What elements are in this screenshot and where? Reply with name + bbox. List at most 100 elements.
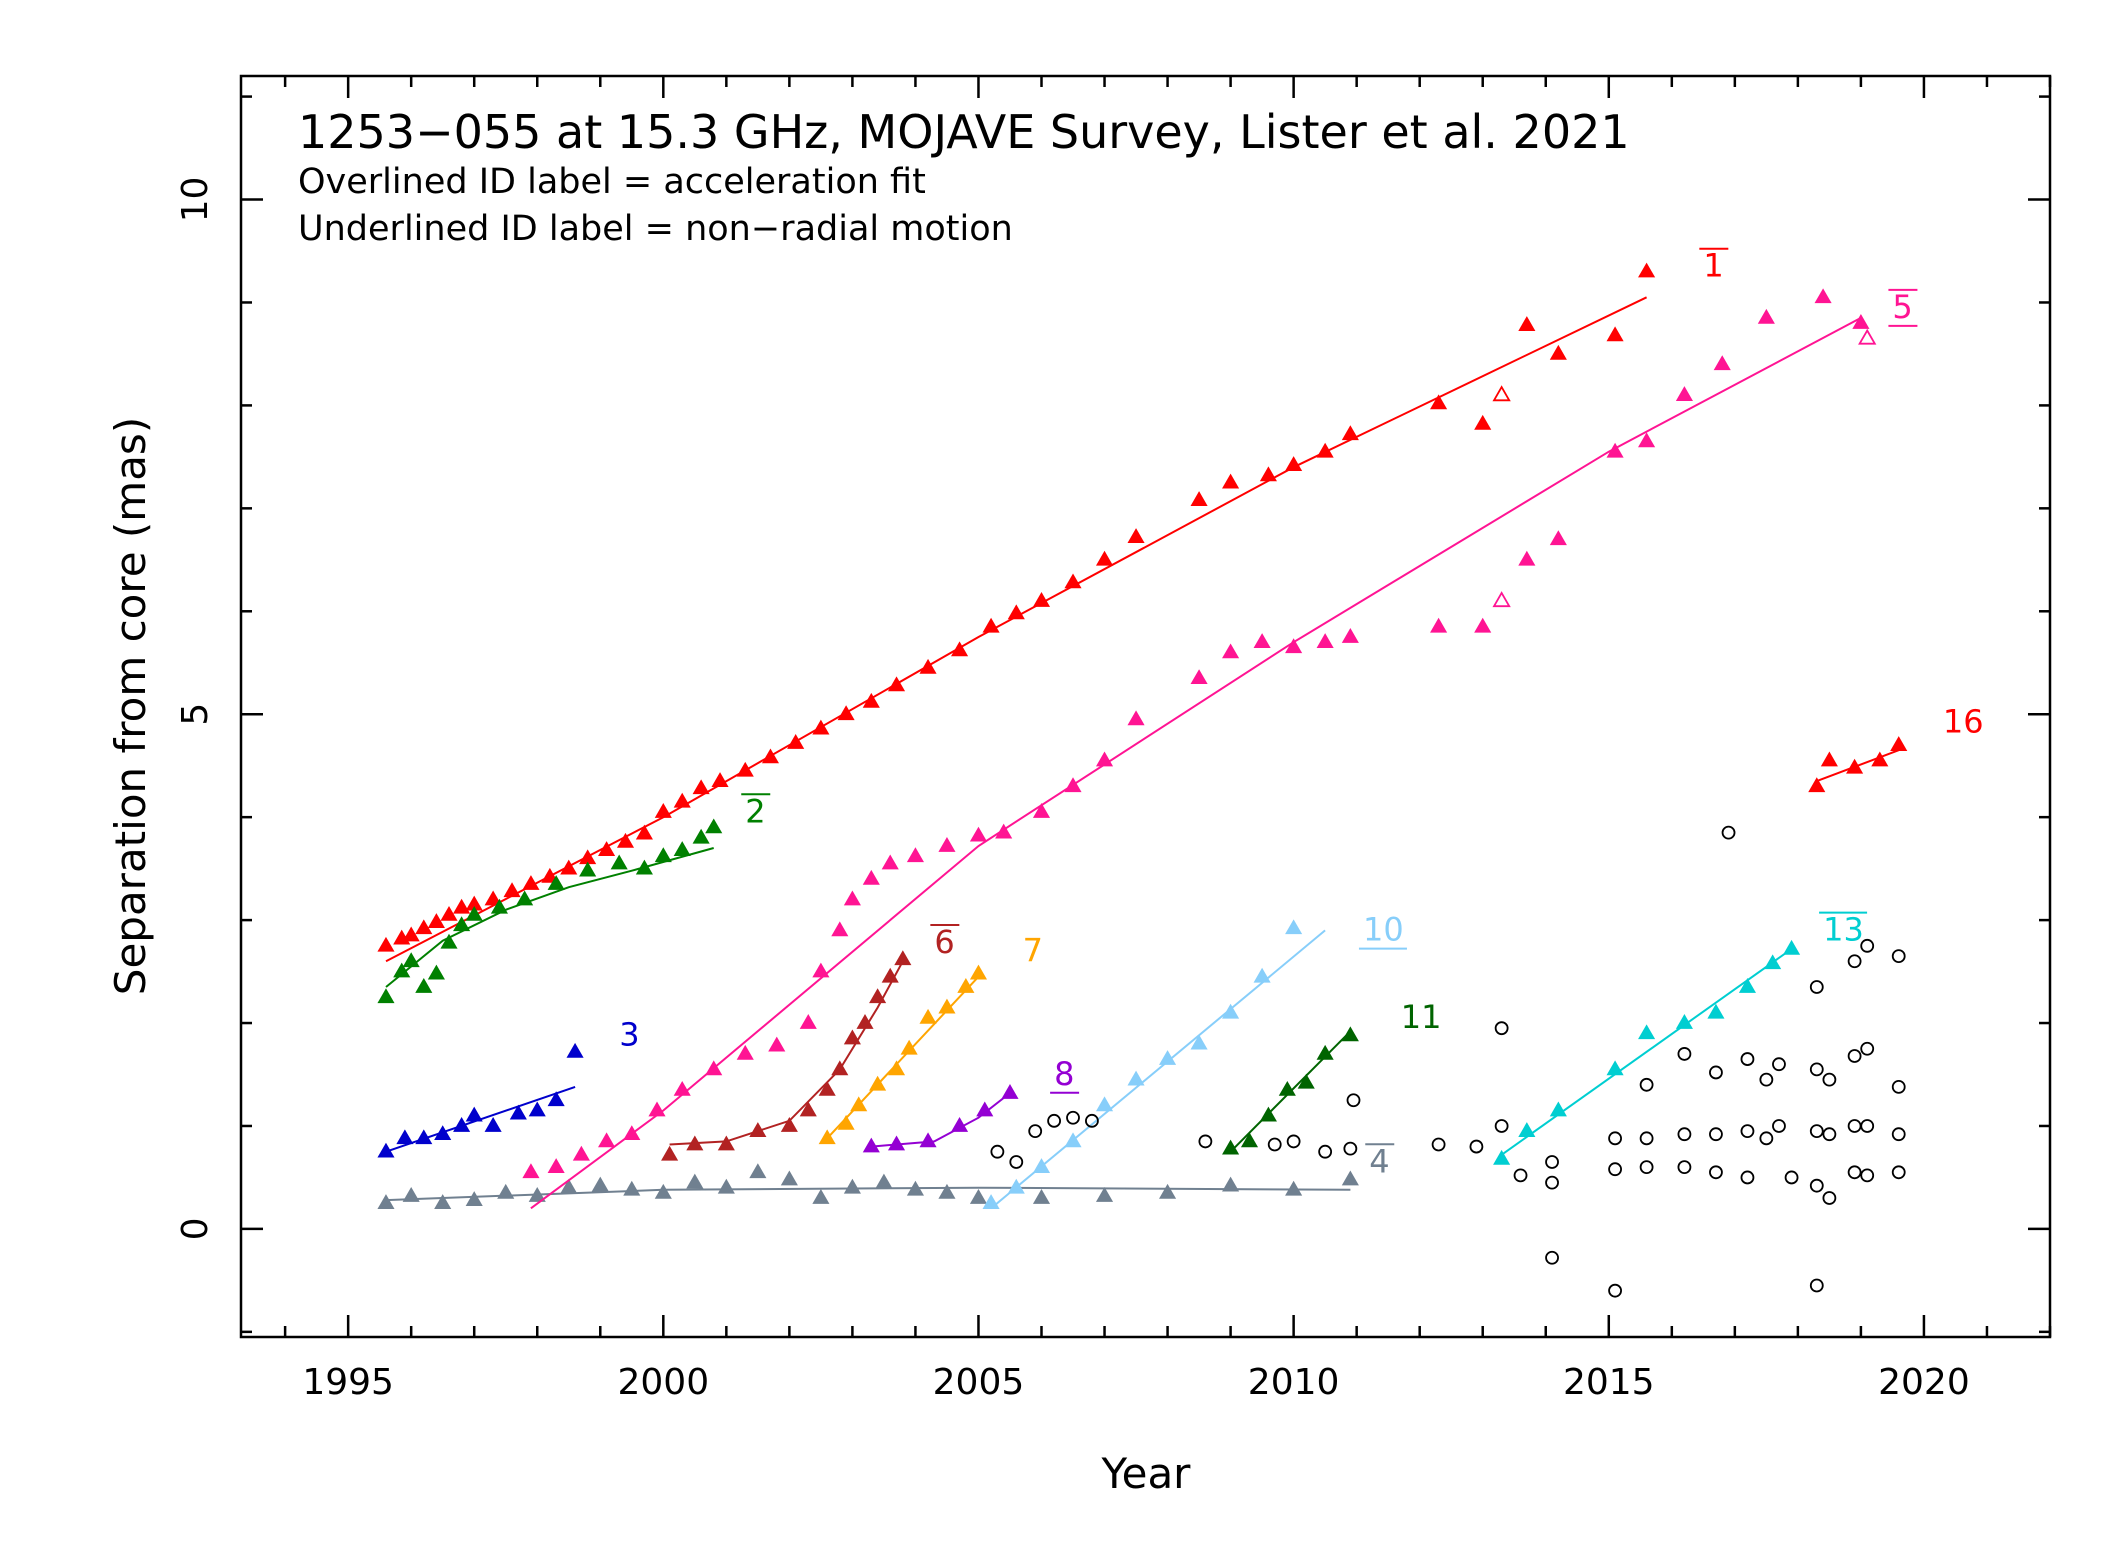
data-point-filled [1222, 643, 1240, 659]
data-point-filled [919, 658, 937, 674]
data-point-filled [717, 1135, 735, 1151]
id-label-1: 1 [1699, 247, 1729, 285]
data-point-filled [862, 869, 880, 885]
data-point-open-circle [1822, 1072, 1837, 1087]
data-point-open-circle [1891, 1079, 1906, 1094]
data-point-filled [812, 1189, 830, 1204]
data-point-open [1492, 385, 1511, 402]
data-point-open-circle [1847, 954, 1862, 969]
data-point-filled [1549, 530, 1567, 546]
id-label-7: 7 [1023, 931, 1043, 969]
data-point-filled [711, 772, 729, 787]
data-point-filled [850, 1096, 868, 1112]
data-point-filled [1259, 1106, 1277, 1122]
series-3 [377, 1042, 584, 1158]
data-point-filled [654, 847, 672, 863]
data-point-filled [1095, 550, 1114, 566]
data-point-filled [415, 978, 433, 993]
data-point-filled [1518, 1122, 1536, 1137]
data-point-filled [1675, 386, 1693, 401]
data-point-open-circle [1677, 1047, 1692, 1061]
chart-subtitle-line-2: Underlined ID label = non−radial motion [298, 209, 1013, 249]
plot-frame [239, 74, 2052, 1339]
data-point-open-circle [1809, 1178, 1824, 1193]
data-point-filled [440, 933, 458, 949]
data-point-filled [648, 1101, 666, 1117]
data-point-open-circle [1809, 1278, 1824, 1293]
data-point-filled [837, 705, 855, 721]
data-point-filled [547, 1158, 565, 1174]
data-point-filled [610, 854, 628, 870]
data-point-filled [881, 854, 899, 870]
id-label-text: 7 [1023, 931, 1043, 969]
data-point-open-circle [1709, 1065, 1723, 1080]
data-point-open-circle [1860, 1119, 1875, 1133]
data-point-filled [843, 1029, 861, 1045]
x-tick-label: 2000 [617, 1362, 709, 1403]
data-point-filled [528, 1186, 546, 1202]
fit-line [530, 317, 1862, 1210]
data-point-filled [969, 826, 988, 842]
id-label-text: 16 [1943, 703, 1984, 741]
data-point-filled [1713, 355, 1731, 371]
data-point-filled [717, 1178, 735, 1194]
data-point-filled [623, 1125, 641, 1141]
data-point-open-circle [1784, 1170, 1799, 1185]
data-point-open-circle [1608, 1283, 1622, 1298]
axis-ticks-layer: 1995 2000 2005 2010 2015 2020 0 5 10 [175, 76, 2052, 1403]
data-point-filled [377, 936, 395, 952]
data-point-open-circle [1028, 1124, 1043, 1139]
id-label-text: 5 [1892, 288, 1912, 326]
id-label-13: 13 [1819, 911, 1868, 949]
data-point-filled [1675, 1014, 1693, 1029]
x-tick-label: 2015 [1563, 1362, 1655, 1403]
data-point-open-circle [1513, 1168, 1528, 1183]
data-point-filled [1549, 344, 1567, 360]
data-point-filled [818, 1129, 836, 1145]
data-point-open-circle [1822, 1191, 1837, 1205]
data-point-open-circle [1545, 1250, 1559, 1265]
data-point-filled [1341, 628, 1359, 643]
data-point-filled [1606, 442, 1624, 458]
x-axis-label: Year [1101, 1449, 1192, 1498]
series-5 [522, 288, 1877, 1210]
data-point-filled [560, 1178, 578, 1194]
data-point-filled [522, 875, 540, 890]
data-point-filled [799, 1101, 817, 1117]
data-point-open-circle [1891, 1127, 1906, 1142]
data-point-open-circle [1286, 1134, 1301, 1149]
data-point-filled [1341, 1026, 1359, 1042]
data-point-filled [1032, 1189, 1051, 1204]
data-point-filled [812, 719, 830, 735]
data-point-filled [1638, 432, 1656, 448]
data-point-filled [1474, 617, 1492, 633]
data-point-filled [415, 919, 433, 935]
data-point-filled [919, 1008, 937, 1024]
data-point-filled [938, 998, 956, 1014]
data-point-filled [818, 1080, 836, 1096]
data-point-open-circle [1469, 1139, 1484, 1154]
fit-line [990, 929, 1326, 1210]
data-point-filled [547, 1091, 565, 1107]
data-point-open-circle [1677, 1127, 1692, 1142]
data-point-open-circle [1847, 1049, 1862, 1063]
data-point-filled [1493, 1149, 1511, 1165]
data-point-open-circle [1639, 1160, 1654, 1175]
data-point-filled [497, 1183, 515, 1199]
data-point-filled [780, 1116, 798, 1132]
data-point-filled [402, 926, 420, 942]
data-point-filled [377, 1142, 395, 1158]
series-10 [982, 919, 1326, 1210]
data-point-filled [951, 1116, 969, 1132]
id-label-10: 10 [1358, 911, 1407, 950]
data-point-filled [887, 1060, 906, 1076]
data-point-open-circle [1318, 1144, 1333, 1159]
data-point-filled [1430, 617, 1448, 633]
data-point-filled [1316, 442, 1334, 458]
id-label-text: 3 [619, 1016, 639, 1054]
data-point-filled [516, 890, 534, 906]
data-point-open-circle [1759, 1072, 1774, 1087]
data-point-filled [780, 1170, 798, 1186]
id-label-text: 4 [1369, 1142, 1389, 1180]
